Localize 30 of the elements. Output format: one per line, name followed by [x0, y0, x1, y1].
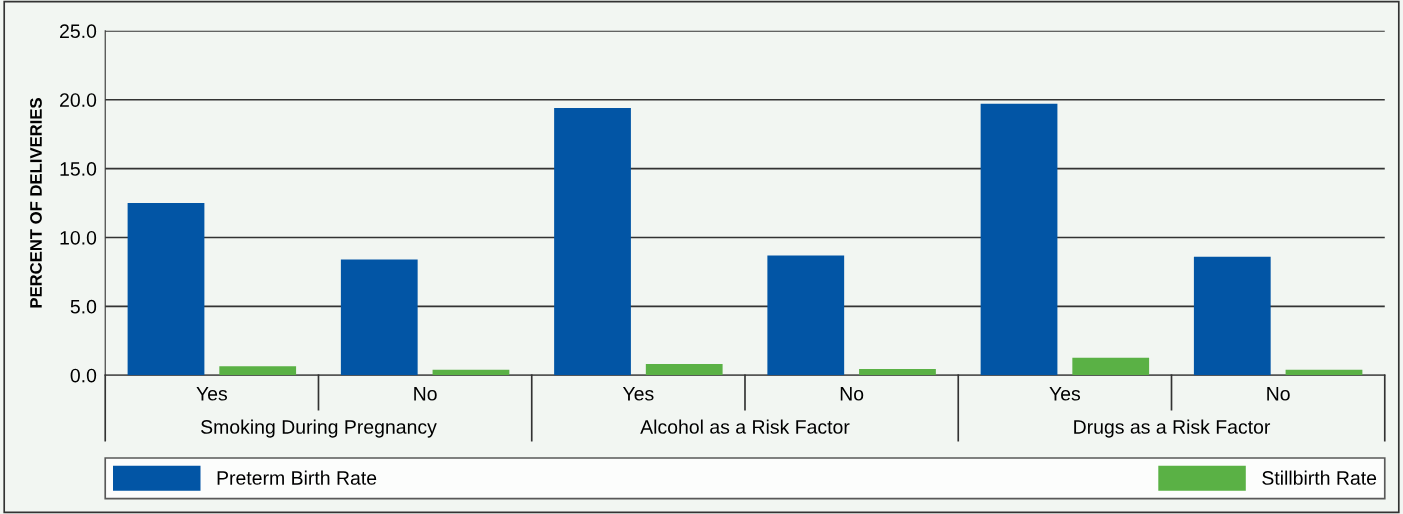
x-tick-label: No: [840, 387, 864, 401]
bar: [340, 259, 418, 376]
legend-label: Preterm Birth Rate: [217, 470, 377, 485]
y-tick-label: 5.0: [70, 299, 97, 314]
y-tick-label: 25.0: [60, 24, 97, 39]
legend-label: Stillbirth Rate: [1262, 470, 1377, 485]
bar: [767, 255, 845, 376]
bar: [645, 363, 723, 376]
bar: [127, 203, 205, 376]
y-tick-label: 0.0: [70, 368, 97, 383]
bar: [1072, 357, 1150, 376]
text: Alcohol as a Risk Factor: [640, 419, 850, 434]
y-tick-label: 15.0: [60, 162, 97, 176]
x-tick-label: Yes: [622, 387, 654, 401]
y-tick-label: 20.0: [60, 93, 97, 107]
text: Smoking During Pregnancy: [201, 419, 437, 438]
bar: [1285, 369, 1363, 376]
bar: [219, 366, 297, 376]
bar: [554, 107, 631, 376]
x-tick-label: No: [1267, 387, 1290, 401]
x-tick-label: No: [414, 387, 437, 401]
bar: [1193, 256, 1271, 376]
y-tick-label: 10.0: [60, 230, 97, 245]
x-tick-label: Yes: [1049, 387, 1081, 401]
bar: [980, 103, 1058, 376]
x-tick-label: Yes: [196, 387, 228, 401]
bar: [432, 369, 510, 376]
y-axis-title: PERCENT OF DELIVERIES: [30, 98, 42, 308]
text: Drugs as a Risk Factor: [1074, 419, 1271, 438]
bar: [859, 369, 936, 376]
